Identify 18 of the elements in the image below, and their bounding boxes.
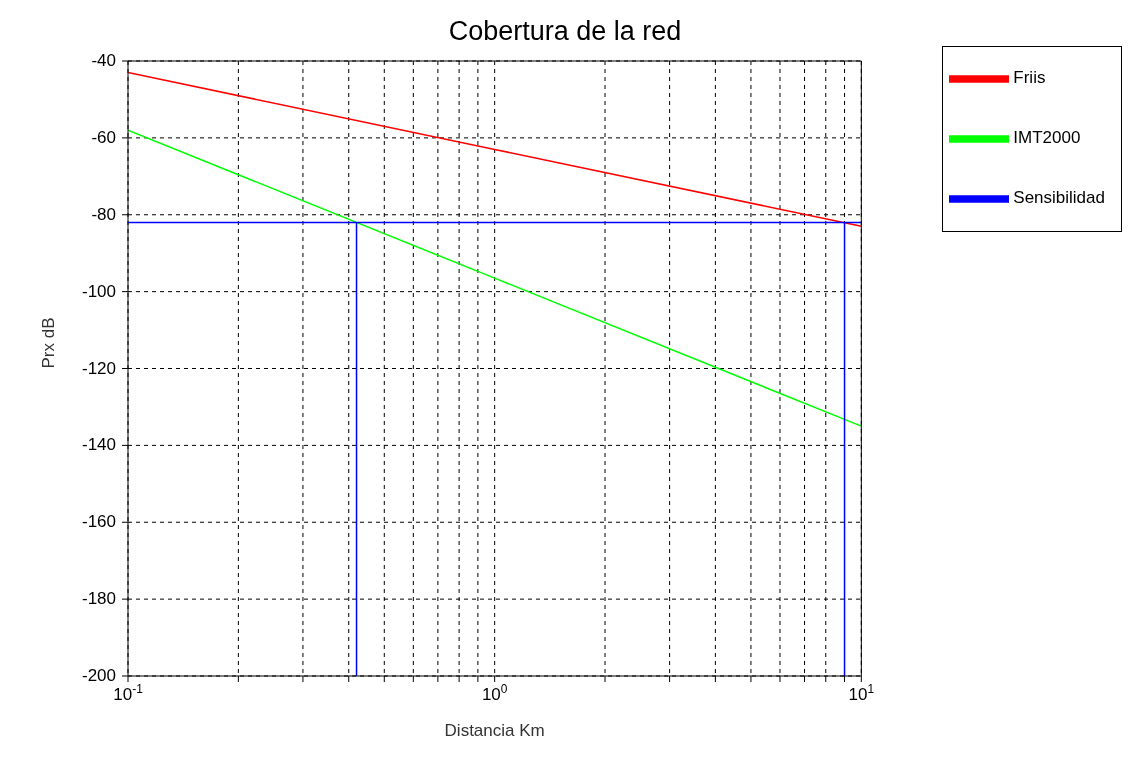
- legend-label: IMT2000: [1013, 128, 1081, 148]
- x-tick-label: 10$^{1}$: [848, 682, 875, 704]
- chart-title: Cobertura de la red: [447, 16, 683, 47]
- y-tick-label: -180: [81, 589, 116, 609]
- x-tick-label: 10$^{0}$: [481, 682, 508, 704]
- y-tick-label: -140: [81, 435, 116, 455]
- legend-label: Sensibilidad: [1013, 188, 1105, 208]
- y-tick-label: -160: [81, 512, 116, 532]
- x-tick-label: 10$^{-1}$: [113, 682, 144, 704]
- y-tick-label: -120: [81, 358, 116, 378]
- y-tick-label: -80: [91, 204, 116, 224]
- y-axis-title: Prx dB: [39, 317, 59, 369]
- legend-label: Friis: [1013, 68, 1046, 88]
- x-axis-title: Distancia Km: [444, 721, 545, 740]
- y-tick-label: -60: [91, 127, 116, 147]
- y-tick-label: -200: [81, 666, 116, 685]
- y-tick-label: -40: [91, 51, 116, 70]
- y-tick-label: -100: [81, 281, 116, 301]
